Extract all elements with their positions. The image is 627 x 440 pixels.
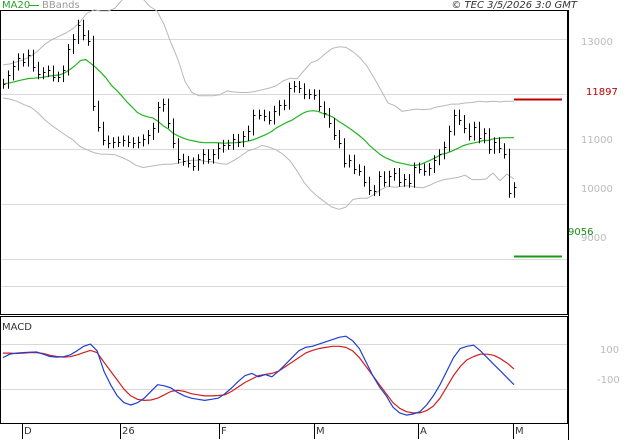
x-tick-M1: M <box>316 426 325 437</box>
x-tick-26: 26 <box>122 426 135 437</box>
bbands-layer <box>2 0 515 210</box>
legend-ma20-swatch <box>29 5 39 6</box>
y-tick-13000: 13000 <box>581 37 613 48</box>
ma20-layer <box>2 58 514 166</box>
ma20-line <box>2 58 514 166</box>
bband-lower-line <box>2 97 515 210</box>
macd-signal-line <box>3 345 515 414</box>
y-tick-11000: 11000 <box>581 135 613 146</box>
x-tick-D: D <box>24 426 32 437</box>
macd-tick-100: 100 <box>600 345 620 356</box>
y-tick-9000: 9000 <box>581 233 607 244</box>
x-tick-F: F <box>221 426 227 437</box>
legend-ma20: MA20 <box>2 0 31 11</box>
copyright-timestamp: © TEC 3/5/2026 3:0 GMT <box>451 0 577 11</box>
macd-tick-minus100: -100 <box>597 375 620 386</box>
levels-layer <box>514 98 562 258</box>
support-label: 9056 <box>568 227 594 238</box>
x-tick-A: A <box>420 426 427 437</box>
legend-bbands: BBands <box>42 0 80 11</box>
y-tick-10000: 10000 <box>581 184 613 195</box>
macd-gridlines <box>1 344 567 390</box>
bband-upper-line <box>2 0 514 112</box>
resistance-label: 11897 <box>586 87 618 98</box>
price-bars-layer <box>3 19 517 198</box>
macd-title: MACD <box>2 322 32 333</box>
x-ticks-layer <box>22 423 514 439</box>
macd-panel <box>0 316 568 424</box>
price-gridlines <box>1 39 567 287</box>
macd-lines-layer <box>2 335 515 416</box>
price-panel <box>0 10 568 315</box>
macd-line <box>2 335 515 416</box>
x-tick-M2: M <box>515 426 524 437</box>
